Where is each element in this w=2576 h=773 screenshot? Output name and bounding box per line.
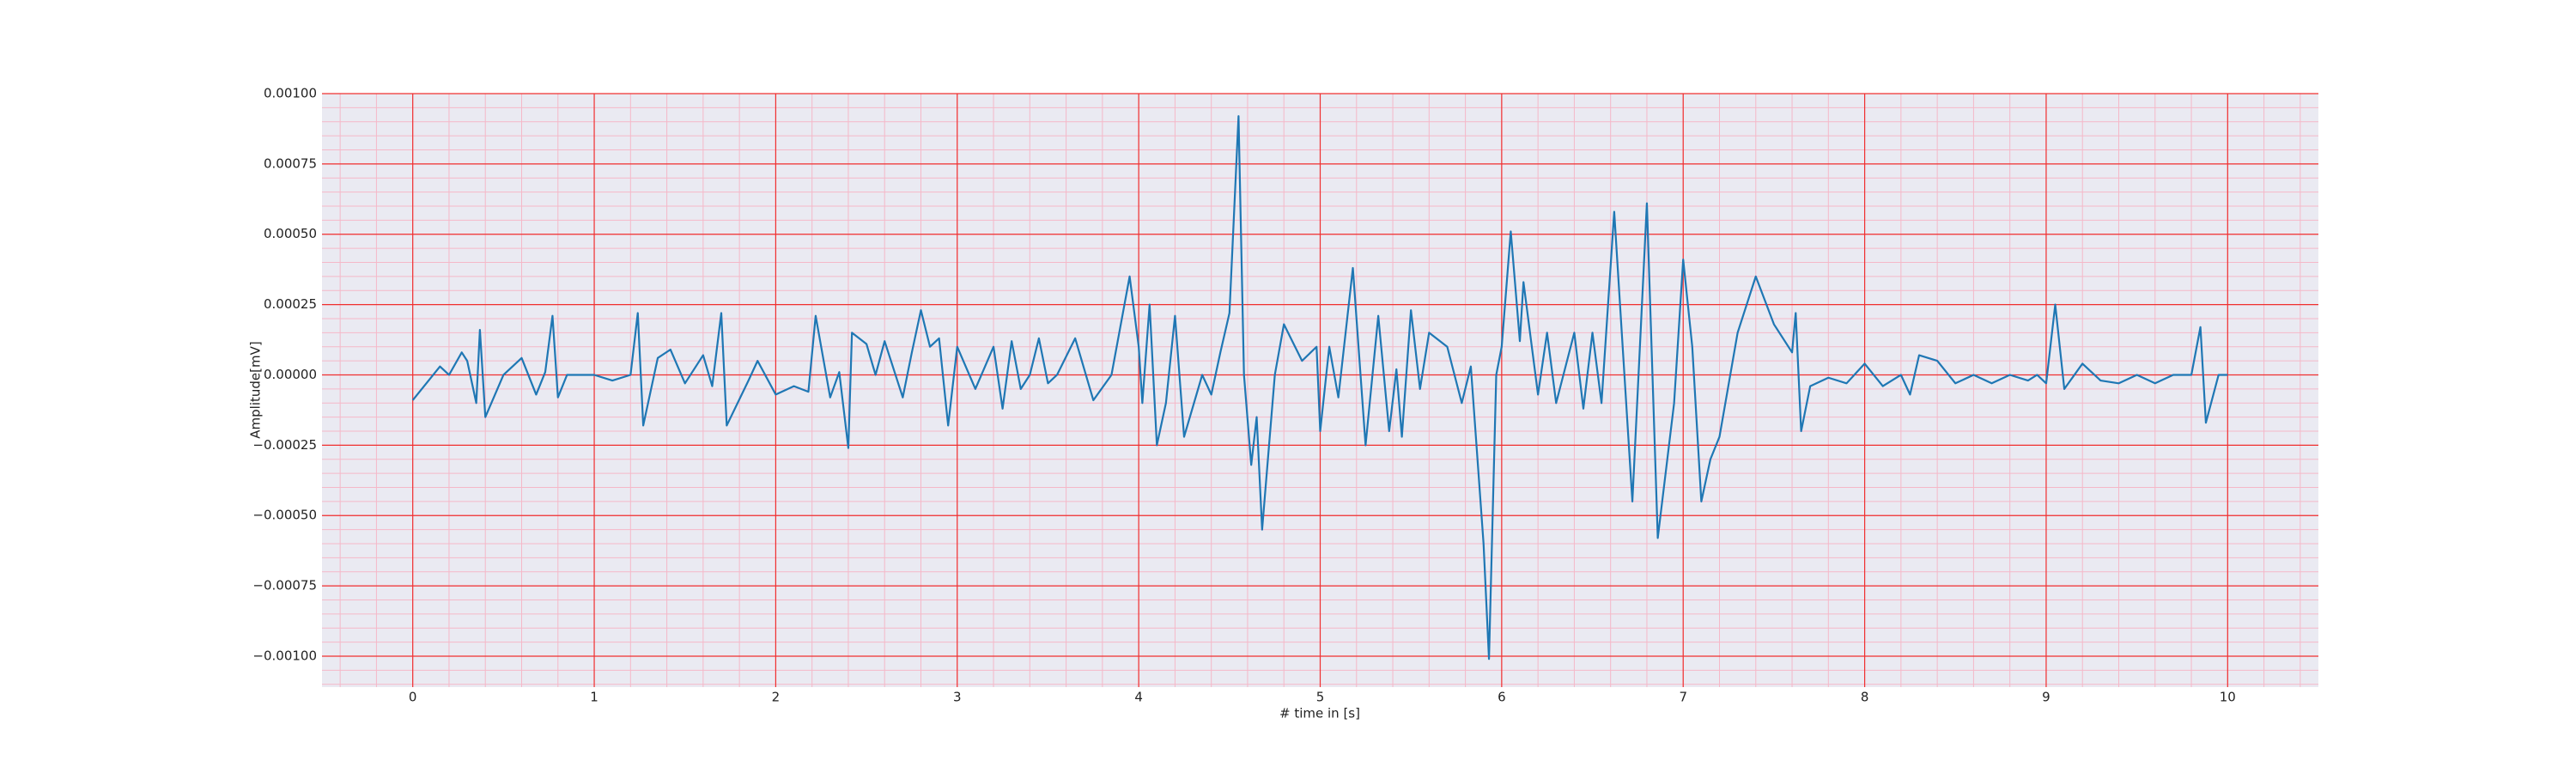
y-tick-label: −0.00025 xyxy=(252,437,317,453)
x-tick-label: 7 xyxy=(1679,690,1687,705)
x-tick-label: 3 xyxy=(953,690,962,705)
y-axis-label: Amplitude[mV] xyxy=(248,341,264,438)
x-tick-label: 5 xyxy=(1316,690,1325,705)
x-tick-label: 8 xyxy=(1861,690,1869,705)
x-tick-label: 2 xyxy=(772,690,781,705)
y-tick-label: 0.00025 xyxy=(264,296,317,312)
x-axis-label: # time in [s] xyxy=(1279,706,1360,721)
y-tick-label: −0.00050 xyxy=(252,508,317,523)
x-tick-label: 1 xyxy=(590,690,598,705)
x-tick-label: 10 xyxy=(2220,690,2236,705)
x-tick-label: 0 xyxy=(409,690,417,705)
x-tick-label: 4 xyxy=(1134,690,1143,705)
y-tick-label: −0.00075 xyxy=(252,578,317,593)
x-tick-label: 9 xyxy=(2042,690,2050,705)
y-tick-label: 0.00100 xyxy=(264,86,317,101)
data-line xyxy=(411,115,2228,660)
y-tick-label: 0.00000 xyxy=(264,367,317,382)
y-tick-label: −0.00100 xyxy=(252,648,317,663)
y-tick-label: 0.00050 xyxy=(264,226,317,241)
y-tick-label: 0.00075 xyxy=(264,155,317,171)
x-tick-label: 6 xyxy=(1498,690,1506,705)
